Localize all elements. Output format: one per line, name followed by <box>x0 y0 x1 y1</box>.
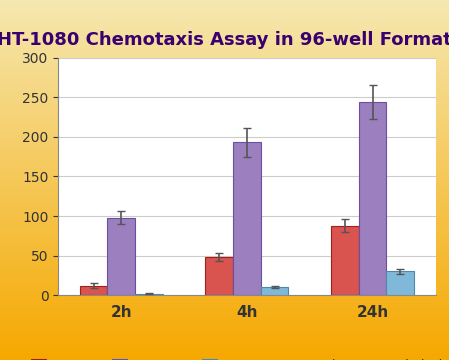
Bar <box>80 286 107 295</box>
Bar <box>359 102 387 295</box>
Legend: 0 % FBS, 10 % FBS, 10 % FBS + 10 microM Cytochalasin D: 0 % FBS, 10 % FBS, 10 % FBS + 10 microM … <box>26 354 449 360</box>
Bar <box>331 225 359 295</box>
Bar <box>135 294 163 295</box>
Bar <box>261 287 288 295</box>
Bar <box>107 217 135 295</box>
Bar <box>387 271 414 295</box>
Bar <box>206 257 233 295</box>
Bar <box>233 142 261 295</box>
Text: HT-1080 Chemotaxis Assay in 96-well Format: HT-1080 Chemotaxis Assay in 96-well Form… <box>0 31 449 49</box>
